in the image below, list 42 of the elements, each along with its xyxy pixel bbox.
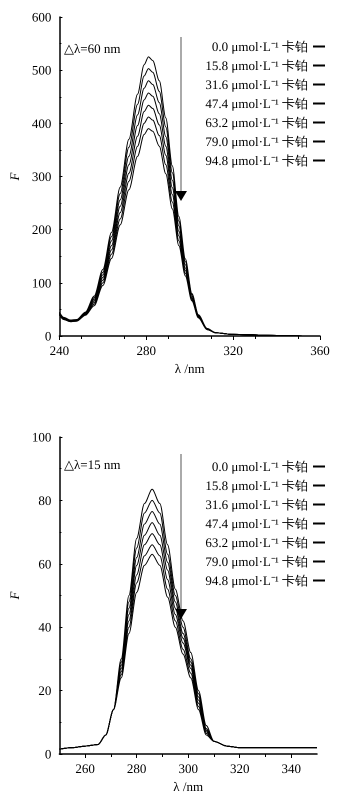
legend-label: 15.8 μmol·L⁻¹ 卡铂 — [205, 478, 308, 493]
y-tick-label: 20 — [38, 683, 52, 698]
y-axis-title: F — [7, 590, 22, 600]
y-tick-label: 600 — [32, 10, 52, 24]
legend-label: 63.2 μmol·L⁻¹ 卡铂 — [205, 535, 308, 550]
x-tick-label: 280 — [136, 343, 156, 358]
x-tick-label: 240 — [50, 343, 70, 358]
legend-label: 0.0 μmol·L⁻¹ 卡铂 — [212, 39, 308, 54]
legend-label: 47.4 μmol·L⁻¹ 卡铂 — [205, 516, 308, 531]
annotation: △λ=15 nm — [64, 457, 120, 472]
legend-label: 79.0 μmol·L⁻¹ 卡铂 — [205, 554, 308, 569]
y-tick-label: 400 — [32, 116, 52, 131]
legend-label: 94.8 μmol·L⁻¹ 卡铂 — [205, 573, 308, 588]
y-tick-label: 300 — [32, 169, 52, 184]
legend-label: 63.2 μmol·L⁻¹ 卡铂 — [205, 115, 308, 130]
x-tick-label: 320 — [223, 343, 243, 358]
y-axis-title: F — [7, 171, 22, 182]
y-tick-label: 0 — [44, 328, 52, 344]
legend-label: 94.8 μmol·L⁻¹ 卡铂 — [205, 153, 308, 168]
x-tick-label: 360 — [310, 343, 330, 358]
x-tick-label: 280 — [126, 761, 146, 776]
legend-label: 31.6 μmol·L⁻¹ 卡铂 — [205, 497, 308, 512]
legend-label: 15.8 μmol·L⁻¹ 卡铂 — [205, 58, 308, 73]
y-tick-label: 60 — [38, 556, 52, 572]
y-tick-label: 500 — [32, 62, 52, 78]
x-tick-label: 300 — [178, 761, 198, 776]
legend-label: 79.0 μmol·L⁻¹ 卡铂 — [205, 134, 308, 149]
y-tick-label: 80 — [38, 492, 52, 508]
y-tick-label: 100 — [32, 430, 52, 444]
y-tick-label: 100 — [32, 275, 52, 290]
x-axis-title: λ /nm — [174, 360, 205, 376]
legend-label: 0.0 μmol·L⁻¹ 卡铂 — [212, 459, 308, 474]
x-tick-label: 340 — [281, 761, 301, 776]
legend-label: 31.6 μmol·L⁻¹ 卡铂 — [205, 77, 308, 92]
y-tick-label: 200 — [32, 222, 52, 238]
x-axis-title: λ /nm — [173, 778, 204, 794]
x-tick-label: 320 — [230, 761, 250, 776]
x-tick-label: 260 — [75, 761, 95, 776]
legend-label: 47.4 μmol·L⁻¹ 卡铂 — [205, 96, 308, 111]
y-tick-label: 0 — [44, 746, 52, 762]
annotation: △λ=60 nm — [64, 41, 120, 56]
y-tick-label: 40 — [38, 620, 52, 635]
